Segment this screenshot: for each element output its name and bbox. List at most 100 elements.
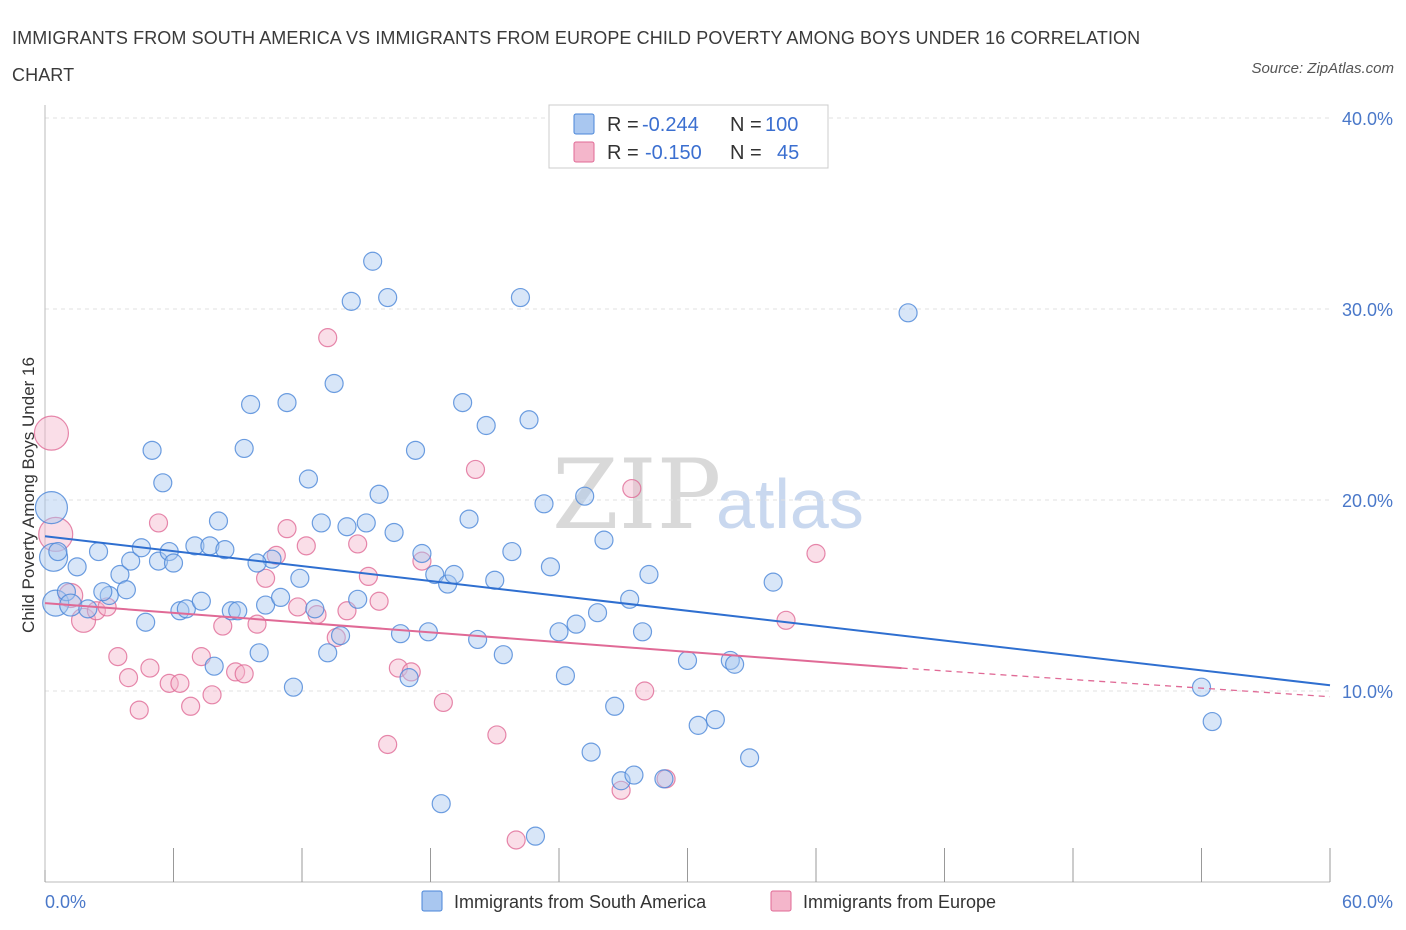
data-point: [363, 251, 383, 271]
data-point: [575, 486, 595, 506]
data-point: [290, 568, 310, 588]
data-point: [163, 553, 184, 573]
bottom-legend-swatch-europe: [770, 890, 792, 912]
data-point: [170, 673, 190, 693]
stats-legend: R = -0.244 N = 100 R = -0.150 N = 45: [548, 104, 829, 169]
data-point: [390, 624, 411, 644]
series-legend: Immigrants from South America Immigrants…: [421, 890, 996, 912]
legend-r-value-2: -0.150: [645, 142, 702, 164]
data-point: [221, 601, 241, 621]
data-point: [185, 536, 205, 556]
data-point: [330, 626, 351, 646]
data-point: [487, 725, 507, 745]
source-label: Source: ZipAtlas.com: [1251, 60, 1394, 77]
bottom-legend-label-europe: Immigrants from Europe: [803, 892, 996, 912]
y-tick-label: 40.0%: [1342, 109, 1393, 129]
series-south-america-points: [34, 251, 1222, 846]
legend-r-label-2: R =: [607, 142, 639, 164]
y-axis-label: Child Poverty Among Boys Under 16: [19, 357, 38, 633]
watermark-atlas: atlas: [716, 465, 864, 543]
data-point: [388, 658, 408, 678]
data-point: [725, 654, 745, 674]
data-point: [776, 610, 796, 630]
x-tick-label: 0.0%: [45, 892, 86, 912]
data-point: [296, 536, 316, 556]
data-point: [208, 511, 229, 531]
data-point: [249, 643, 269, 663]
data-point: [283, 677, 304, 697]
data-point: [67, 557, 87, 577]
data-point: [121, 551, 141, 571]
data-point: [540, 557, 561, 577]
data-point: [639, 564, 659, 585]
data-point: [534, 494, 554, 514]
data-point: [136, 612, 156, 632]
data-point: [412, 543, 432, 564]
data-point: [378, 734, 398, 755]
data-point: [510, 287, 531, 308]
data-point: [459, 509, 479, 529]
data-point: [191, 647, 211, 667]
x-tick-label: 60.0%: [1342, 892, 1393, 912]
data-point: [348, 534, 368, 554]
data-point: [191, 591, 211, 611]
data-point: [525, 826, 546, 846]
data-point: [555, 666, 576, 686]
data-point: [763, 572, 783, 592]
data-point: [485, 570, 505, 590]
data-point: [594, 530, 614, 550]
data-point: [806, 543, 826, 564]
data-point: [48, 541, 68, 562]
data-point: [898, 303, 918, 323]
data-point: [549, 622, 569, 642]
data-point: [215, 540, 235, 560]
data-point: [412, 551, 432, 571]
data-point: [234, 664, 254, 684]
legend-r-value-1: -0.244: [642, 114, 699, 136]
legend-n-value-1: 100: [765, 114, 798, 136]
legend-swatch-europe: [573, 141, 595, 163]
bottom-legend-label-south-america: Immigrants from South America: [454, 892, 707, 912]
data-point: [1191, 677, 1212, 697]
data-point: [78, 599, 98, 619]
data-point: [654, 769, 674, 789]
data-point: [38, 516, 74, 552]
data-point: [56, 582, 77, 602]
data-point: [677, 650, 698, 671]
data-point: [399, 668, 419, 688]
data-point: [159, 673, 179, 693]
data-point: [33, 415, 70, 451]
data-point: [384, 522, 404, 543]
trend-line-europe-extension: [901, 667, 1331, 698]
y-tick-label: 20.0%: [1342, 491, 1393, 511]
legend-n-value-2: 45: [777, 142, 799, 164]
data-point: [378, 287, 398, 308]
bottom-legend-swatch-south-america: [421, 890, 443, 912]
data-point: [108, 647, 128, 667]
data-point: [277, 519, 297, 539]
data-point: [635, 681, 655, 701]
data-point: [288, 597, 308, 617]
data-point: [465, 459, 486, 480]
data-point: [270, 587, 291, 608]
data-point: [476, 415, 496, 436]
data-point: [405, 440, 426, 460]
data-point: [277, 392, 297, 413]
data-point: [202, 685, 222, 705]
data-point: [153, 473, 173, 493]
data-point: [148, 513, 169, 533]
data-point: [255, 568, 276, 588]
legend-r-label-1: R =: [607, 114, 639, 136]
trend-lines: [44, 535, 1331, 698]
data-point: [34, 491, 69, 525]
watermark-zip: ZIP: [552, 439, 721, 551]
data-point: [468, 629, 488, 650]
data-point: [358, 566, 378, 587]
data-point: [324, 373, 344, 394]
trend-line-south-america: [44, 535, 1331, 687]
data-point: [116, 580, 136, 600]
chart-title: IMMIGRANTS FROM SOUTH AMERICA VS IMMIGRA…: [12, 28, 1141, 85]
data-point: [88, 541, 109, 562]
data-point: [453, 392, 473, 413]
data-point: [740, 748, 760, 768]
